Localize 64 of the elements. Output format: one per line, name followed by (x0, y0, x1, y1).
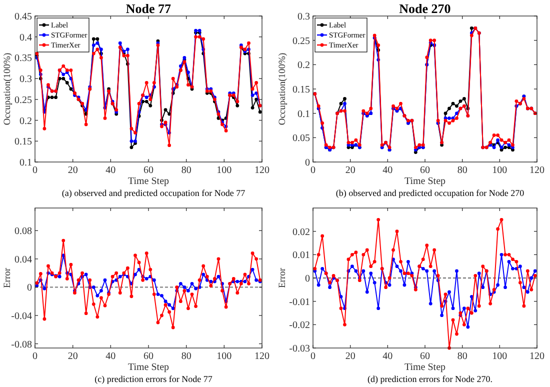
x-tick-label: 100 (492, 351, 508, 362)
y-tick-label: 0 (305, 274, 310, 284)
x-tick-label: 80 (181, 165, 192, 176)
x-tick-label: 60 (144, 351, 154, 362)
x-tick-label: 80 (457, 165, 468, 176)
x-axis-title: Time Step (128, 176, 170, 187)
chart-title: Node 77 (126, 1, 172, 16)
x-tick-label: 40 (382, 165, 393, 176)
y-tick-label: -0.08 (11, 339, 32, 350)
y-tick-label: -0.04 (11, 310, 32, 322)
y-tick-label: 0 (27, 282, 32, 294)
y-tick-label: 0.04 (14, 254, 32, 266)
x-tick-label: 20 (68, 165, 78, 176)
y-tick-label: 0 (305, 158, 310, 168)
y-tick-label: 0.2 (298, 60, 310, 72)
y-tick-label: 0.15 (14, 136, 32, 148)
x-tick-label: 60 (420, 351, 430, 362)
x-tick-label: 40 (106, 165, 116, 176)
y-tick-label: 0.25 (292, 36, 310, 47)
y-tick-label: 0.1 (298, 108, 310, 120)
x-tick-label: 40 (382, 351, 393, 362)
y-tick-label: 0.08 (14, 226, 32, 238)
y-axis-title: Error (3, 267, 13, 288)
x-tick-label: 60 (420, 165, 430, 176)
x-axis-title: Time Step (404, 176, 446, 187)
y-tick-label: -0.01 (289, 296, 310, 308)
y-axis-title: Occupation(100%) (278, 52, 288, 126)
y-tick-label: -0.02 (289, 320, 310, 332)
x-tick-label: 20 (345, 165, 356, 176)
x-tick-label: 60 (144, 165, 154, 176)
x-tick-label: 120 (530, 165, 544, 176)
y-tick-label: 0.02 (292, 226, 310, 238)
x-tick-label: 120 (530, 351, 544, 362)
y-tick-label: 0.2 (20, 116, 32, 127)
y-axis-title: Occupation(100%) (3, 52, 13, 126)
y-tick-label: 0.15 (292, 84, 310, 96)
chart-title: Node 270 (399, 1, 451, 16)
x-tick-label: 80 (457, 351, 468, 362)
x-axis-title: Time Step (404, 362, 446, 373)
x-tick-label: 20 (68, 351, 78, 362)
y-tick-label: 0.45 (14, 12, 32, 22)
text: (d) prediction errors for Node 270. (368, 374, 492, 384)
text: (c) prediction errors for Node 77 (94, 374, 213, 384)
text: (b) observed and predicted occupation for Node 270 (336, 188, 525, 198)
y-tick-label: 0.4 (20, 32, 32, 44)
y-tick-label: 0.3 (298, 12, 310, 22)
x-tick-label: 40 (106, 351, 116, 362)
y-tick-label: -0.03 (289, 344, 310, 354)
y-tick-label: 0.01 (292, 250, 310, 262)
x-tick-label: 20 (345, 351, 356, 362)
y-axis-title: Error (278, 267, 288, 288)
y-tick-label: 0.35 (14, 53, 32, 64)
x-tick-label: 120 (254, 165, 270, 176)
x-tick-label: 100 (216, 165, 232, 176)
x-tick-label: 100 (216, 351, 232, 362)
y-tick-label: 0.25 (14, 94, 32, 106)
x-tick-label: 100 (492, 165, 508, 176)
y-tick-label: 0.05 (292, 133, 310, 144)
y-tick-label: 0.1 (20, 158, 32, 168)
text: (a) observed and predicted occupation for Node 77 (62, 188, 246, 198)
y-tick-label: 0.3 (20, 74, 32, 86)
x-axis-title: Time Step (128, 362, 170, 373)
x-tick-label: 120 (254, 351, 270, 362)
x-tick-label: 80 (181, 351, 192, 362)
